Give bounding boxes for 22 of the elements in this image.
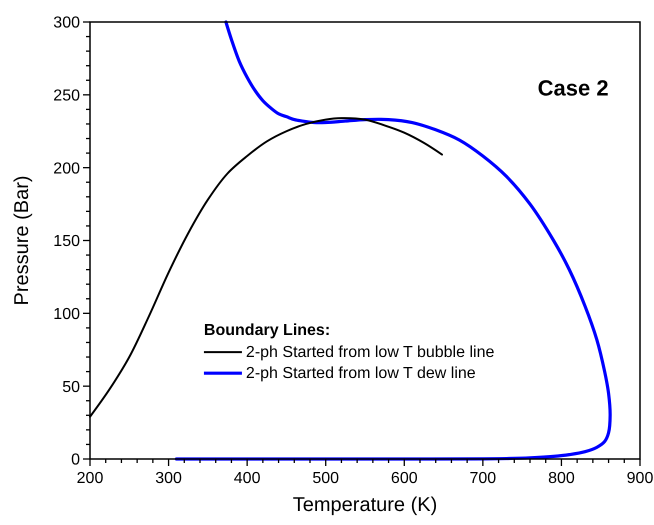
legend-title: Boundary Lines: [204, 322, 330, 340]
x-tick-label: 200 [76, 470, 104, 487]
y-tick-label: 0 [71, 452, 80, 469]
x-axis-title: Temperature (K) [292, 494, 438, 516]
x-tick-label: 800 [548, 470, 575, 487]
y-tick-label: 150 [53, 233, 80, 250]
legend-label: 2-ph Started from low T dew line [246, 365, 476, 382]
x-tick-label: 900 [626, 470, 654, 487]
legend-label: 2-ph Started from low T bubble line [246, 344, 494, 362]
y-tick-label: 200 [53, 160, 80, 178]
x-tick-label: 600 [390, 470, 418, 487]
annotation: Case 2 [538, 76, 609, 101]
y-tick-label: 300 [53, 14, 80, 32]
line-series [174, 20, 612, 461]
x-tick-label: 300 [155, 470, 182, 487]
y-tick-label: 250 [53, 87, 80, 104]
x-tick-label: 700 [470, 470, 496, 487]
y-tick-label: 100 [53, 306, 80, 323]
y-tick-label: 50 [62, 378, 80, 396]
y-axis-title: Pressure (Bar) [11, 175, 33, 306]
x-tick-label: 400 [234, 470, 261, 487]
x-tick-label: 500 [312, 470, 340, 487]
